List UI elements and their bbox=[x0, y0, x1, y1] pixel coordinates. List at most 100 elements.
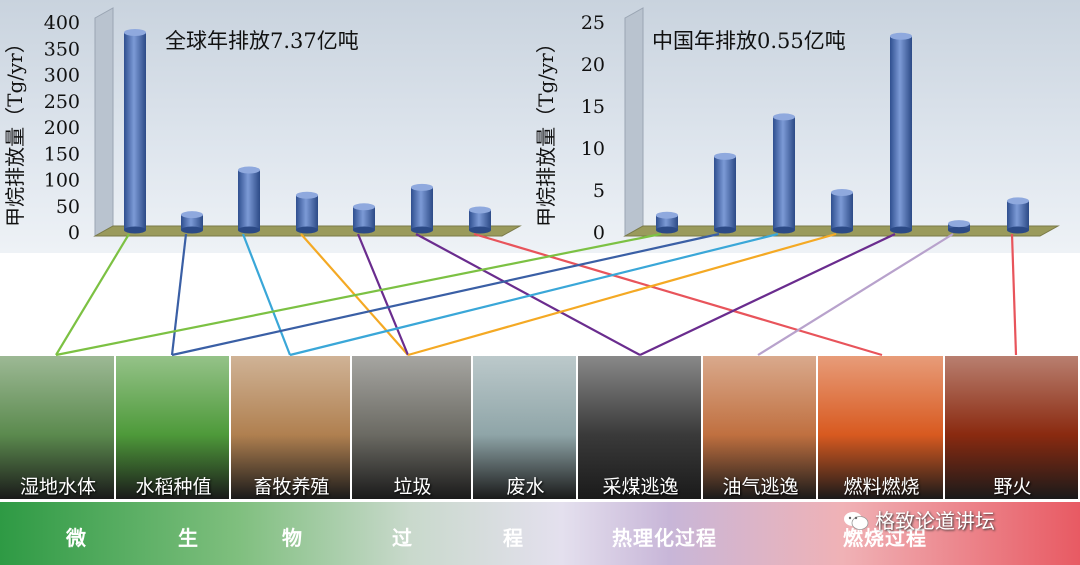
connection-line bbox=[289, 232, 779, 357]
connection-line bbox=[415, 233, 641, 356]
bar-body bbox=[124, 32, 146, 230]
source-photo bbox=[0, 356, 114, 499]
bar bbox=[1007, 197, 1029, 234]
source-label: 野火 bbox=[993, 476, 1032, 498]
process-band bbox=[0, 502, 1080, 565]
process-label: 程 bbox=[503, 526, 524, 550]
connection-line bbox=[1010, 233, 1018, 356]
y-tick-label: 100 bbox=[44, 170, 80, 192]
process-label: 生 bbox=[178, 526, 199, 550]
bar-body bbox=[296, 195, 318, 230]
y-tick-label: 15 bbox=[581, 96, 605, 118]
china-emission-chart: 0 5 10 15 20 25 甲烷排放量（Tg/yr） 中国年排放0.55亿吨 bbox=[534, 7, 1060, 244]
wechat-icon bbox=[844, 512, 869, 530]
watermark: 格致论道讲坛 bbox=[843, 505, 995, 534]
bar-body bbox=[831, 192, 853, 230]
y-tick-label: 200 bbox=[44, 117, 80, 139]
bar-base bbox=[714, 226, 736, 234]
y-tick-label: 400 bbox=[44, 12, 80, 34]
source-label: 畜牧养殖 bbox=[253, 476, 330, 498]
process-label: 热理化过程 bbox=[612, 526, 717, 550]
connection-lines bbox=[55, 232, 1018, 357]
connection-line bbox=[356, 233, 410, 356]
bar-top bbox=[353, 203, 375, 211]
bar-base bbox=[353, 226, 375, 234]
source-photo bbox=[352, 356, 471, 499]
bar bbox=[353, 203, 375, 234]
bar bbox=[948, 220, 970, 234]
watermark-text: 格致论道讲坛 bbox=[875, 509, 995, 533]
connection-line bbox=[241, 233, 292, 356]
source-label: 油气逃逸 bbox=[722, 476, 799, 498]
source-photo bbox=[473, 356, 576, 499]
bar-base bbox=[656, 226, 678, 234]
bar bbox=[714, 152, 736, 234]
bar-top bbox=[296, 191, 318, 199]
connection-line bbox=[171, 232, 720, 357]
bar-top bbox=[1007, 197, 1029, 205]
y-tick-label: 350 bbox=[44, 38, 80, 60]
bar-body bbox=[890, 36, 912, 230]
process-label: 过 bbox=[392, 526, 413, 550]
bar bbox=[411, 183, 433, 234]
bar bbox=[890, 32, 912, 234]
bar-base bbox=[296, 226, 318, 234]
bar-body bbox=[238, 170, 260, 230]
bar-top bbox=[656, 211, 678, 219]
connection-line bbox=[407, 232, 837, 357]
source-photo bbox=[116, 356, 229, 499]
y-tick-label: 10 bbox=[581, 138, 605, 160]
bar-body bbox=[714, 156, 736, 230]
source-label: 垃圾 bbox=[393, 476, 432, 498]
bar-top bbox=[831, 189, 853, 197]
bar-base bbox=[411, 226, 433, 234]
chart-side-wall bbox=[94, 7, 114, 237]
bar-body bbox=[1007, 200, 1029, 230]
chart-side-wall bbox=[624, 7, 644, 237]
source-label: 采煤逃逸 bbox=[602, 476, 679, 498]
source-photo bbox=[945, 356, 1078, 499]
source-label: 湿地水体 bbox=[19, 476, 96, 498]
bar-top bbox=[469, 206, 491, 214]
bar-top bbox=[890, 32, 912, 40]
bar bbox=[656, 211, 678, 234]
y-tick-label: 25 bbox=[581, 12, 605, 34]
bar-top bbox=[124, 29, 146, 36]
connection-line bbox=[55, 232, 662, 357]
bar bbox=[773, 113, 795, 234]
source-photo bbox=[703, 356, 816, 499]
bar-top bbox=[773, 113, 795, 121]
bar-base bbox=[773, 226, 795, 234]
y-tick-label: 5 bbox=[593, 180, 605, 202]
bar-base bbox=[948, 226, 970, 234]
y-tick-label: 300 bbox=[44, 65, 80, 87]
global-emission-chart: 0 50 100 150 200 250 300 350 400 甲烷排放量（Tg/yr） 全球年排… bbox=[3, 7, 522, 244]
connection-line bbox=[473, 232, 883, 357]
bar-top bbox=[411, 183, 433, 191]
connection-line bbox=[757, 233, 954, 356]
bar-top bbox=[238, 166, 260, 174]
bar-body bbox=[181, 214, 203, 230]
bar bbox=[469, 206, 491, 234]
source-label: 水稻种值 bbox=[135, 476, 212, 498]
bar bbox=[181, 211, 203, 234]
y-tick-label: 0 bbox=[68, 222, 80, 244]
y-axis-label: 甲烷排放量（Tg/yr） bbox=[534, 33, 558, 227]
bar bbox=[831, 189, 853, 234]
bar-top bbox=[714, 152, 736, 160]
y-tick-label: 50 bbox=[56, 196, 80, 218]
process-label: 微 bbox=[66, 526, 87, 550]
process-label: 燃烧过程 bbox=[843, 526, 927, 550]
bar-base bbox=[181, 226, 203, 234]
bar-body bbox=[353, 206, 375, 230]
source-photo bbox=[231, 356, 350, 499]
bar-top bbox=[181, 211, 203, 219]
y-tick-label: 250 bbox=[44, 91, 80, 113]
bar-base bbox=[831, 226, 853, 234]
bar bbox=[296, 191, 318, 234]
source-photo bbox=[818, 356, 943, 499]
bar bbox=[124, 29, 146, 234]
bar-top bbox=[948, 220, 970, 228]
y-axis-label: 甲烷排放量（Tg/yr） bbox=[3, 33, 27, 227]
